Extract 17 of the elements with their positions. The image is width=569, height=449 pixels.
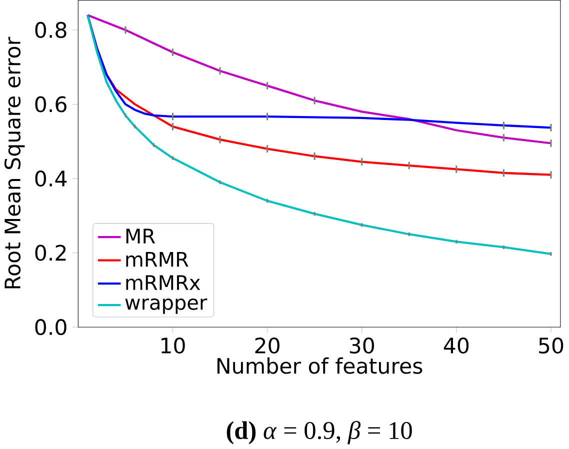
x-tick-label: 20 — [255, 338, 280, 354]
x-axis-title: Number of features — [217, 358, 422, 374]
y-tick-label: 0.8 — [35, 22, 66, 38]
y-tick-label: 0.6 — [35, 96, 66, 112]
y-tick-label: 0.0 — [35, 319, 66, 336]
y-axis-title: Root Mean Square error — [4, 37, 25, 288]
y-tick-label: 0.4 — [35, 170, 67, 187]
legend-label: mRMR — [126, 252, 188, 267]
x-tick-label: 10 — [162, 338, 185, 354]
legend-label: mRMRx — [126, 275, 200, 290]
text: (d) α = 0.9, β = 10 — [226, 421, 412, 444]
x-tick-label: 40 — [444, 338, 469, 354]
y-tick-label: 0.2 — [35, 244, 66, 262]
legend-label: MR — [126, 228, 156, 244]
x-tick-label: 30 — [350, 338, 374, 354]
x-tick-label: 50 — [539, 338, 564, 354]
legend-label: wrapper — [125, 298, 208, 314]
